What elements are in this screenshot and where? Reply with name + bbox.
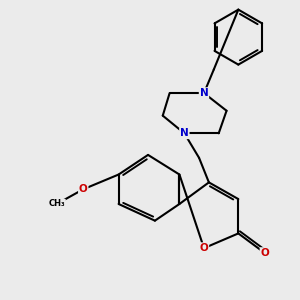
Text: O: O [79, 184, 88, 194]
Text: CH₃: CH₃ [48, 200, 65, 208]
Text: N: N [180, 128, 189, 138]
Text: O: O [260, 248, 269, 258]
Text: O: O [200, 243, 208, 253]
Text: N: N [200, 88, 208, 98]
